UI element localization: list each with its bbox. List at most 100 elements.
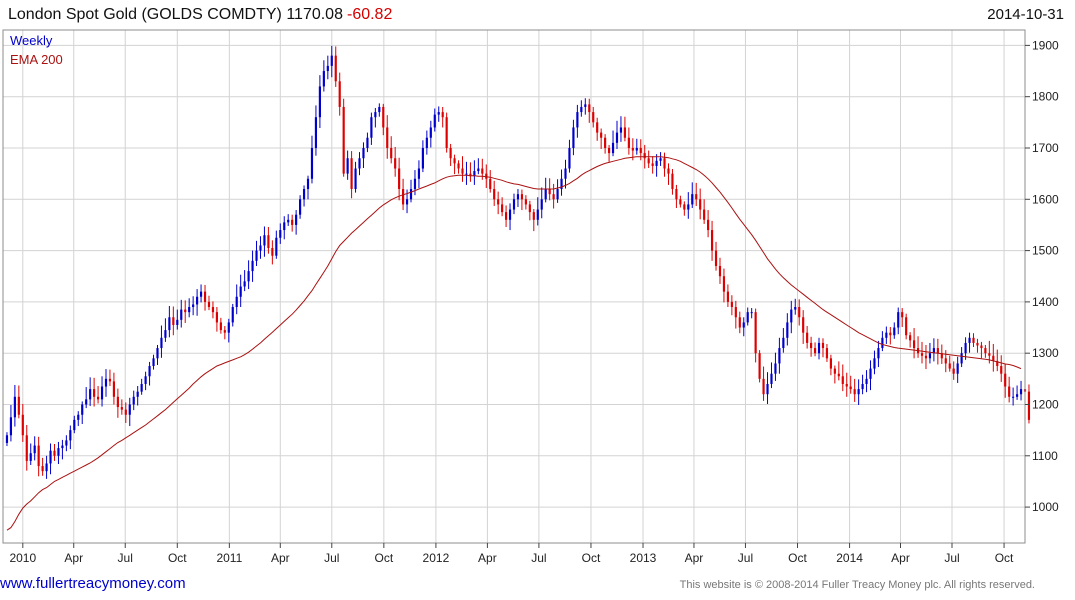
candle [580, 100, 583, 117]
candle-body [920, 353, 924, 356]
candle-body [398, 168, 401, 190]
candle-body [489, 178, 492, 190]
candle [338, 72, 341, 116]
candle-body [342, 106, 345, 174]
candle [239, 274, 242, 308]
candle [128, 397, 131, 427]
candle-body [683, 204, 686, 210]
candle [806, 326, 809, 349]
candle-body [810, 342, 813, 349]
candle [770, 362, 773, 389]
candle [453, 154, 456, 175]
candle [219, 317, 222, 334]
candle-body [580, 106, 583, 113]
candle [310, 135, 314, 184]
candles [5, 45, 1031, 479]
candle-body [203, 291, 207, 302]
candle-body [243, 281, 246, 287]
candle [976, 338, 979, 353]
candle-body [520, 194, 524, 200]
candle [861, 374, 864, 395]
candle-body [588, 104, 591, 113]
candle [679, 195, 682, 208]
candle-body [833, 368, 836, 374]
candle [148, 361, 151, 386]
candle-body [405, 199, 409, 205]
candle [152, 354, 155, 370]
footer-link[interactable]: www.fullertreacymoney.com [0, 575, 186, 592]
candle-body [96, 396, 100, 400]
candle [362, 142, 365, 168]
candle-body [370, 117, 373, 138]
candle [758, 350, 761, 383]
candle [659, 152, 662, 166]
candle [223, 326, 226, 340]
candle-body [584, 104, 587, 107]
candle-body [932, 348, 935, 354]
candle [326, 55, 329, 80]
candle-body [746, 312, 749, 323]
y-tick-label: 1500 [1032, 244, 1059, 258]
candle-body [1004, 373, 1007, 387]
candle [655, 154, 658, 177]
candle-body [600, 132, 603, 138]
candle-body [1008, 386, 1011, 397]
footer-copyright: This website is © 2008-2014 Fuller Treac… [679, 579, 1035, 591]
candle-body [806, 332, 809, 343]
candle [461, 156, 464, 182]
candle [287, 214, 290, 226]
candle-body [449, 147, 452, 159]
candle [104, 369, 108, 397]
candle [504, 205, 508, 227]
candle [912, 328, 916, 359]
candle-body [227, 322, 230, 333]
candle [552, 183, 555, 209]
candle [909, 332, 912, 348]
candle [108, 369, 112, 387]
candle [889, 327, 892, 345]
candle [398, 157, 401, 201]
candle-body [295, 214, 298, 225]
candle-body [952, 368, 955, 374]
candle-body [314, 117, 318, 148]
candle [144, 371, 147, 391]
candle [794, 298, 797, 315]
candle [156, 344, 159, 365]
candle-body [703, 209, 706, 220]
candle-body [188, 307, 191, 313]
candle [203, 284, 207, 311]
candle-body [136, 391, 139, 397]
chart-header: London Spot Gold (GOLDS COMDTY) 1170.08-… [8, 4, 1068, 28]
candle-body [164, 330, 167, 338]
candle [524, 195, 527, 210]
x-tick-label: Jul [738, 551, 753, 565]
candle-body [564, 168, 567, 179]
candle [96, 386, 100, 404]
candle-body [49, 450, 52, 464]
candle-body [548, 189, 551, 195]
candle [421, 140, 424, 173]
candle [1019, 380, 1023, 401]
candle-body [89, 389, 92, 400]
candle [69, 425, 72, 450]
candle-body [69, 430, 72, 441]
candle [374, 107, 377, 128]
candle [695, 182, 698, 206]
candle-body [782, 337, 785, 349]
candle [132, 390, 135, 411]
x-tick-label: Apr [891, 551, 910, 565]
candle-body [861, 383, 864, 390]
candle-body [287, 219, 290, 223]
candle [445, 112, 448, 153]
candle-body [417, 168, 421, 179]
candle [853, 378, 856, 402]
candle-body [374, 112, 377, 118]
candle-body [100, 386, 104, 400]
candle-body [687, 204, 690, 210]
candle [17, 385, 20, 419]
candle [176, 309, 179, 330]
candle [160, 325, 163, 358]
candle-body [465, 173, 468, 175]
candle-body [988, 353, 991, 356]
legend-weekly: Weekly [10, 33, 53, 48]
